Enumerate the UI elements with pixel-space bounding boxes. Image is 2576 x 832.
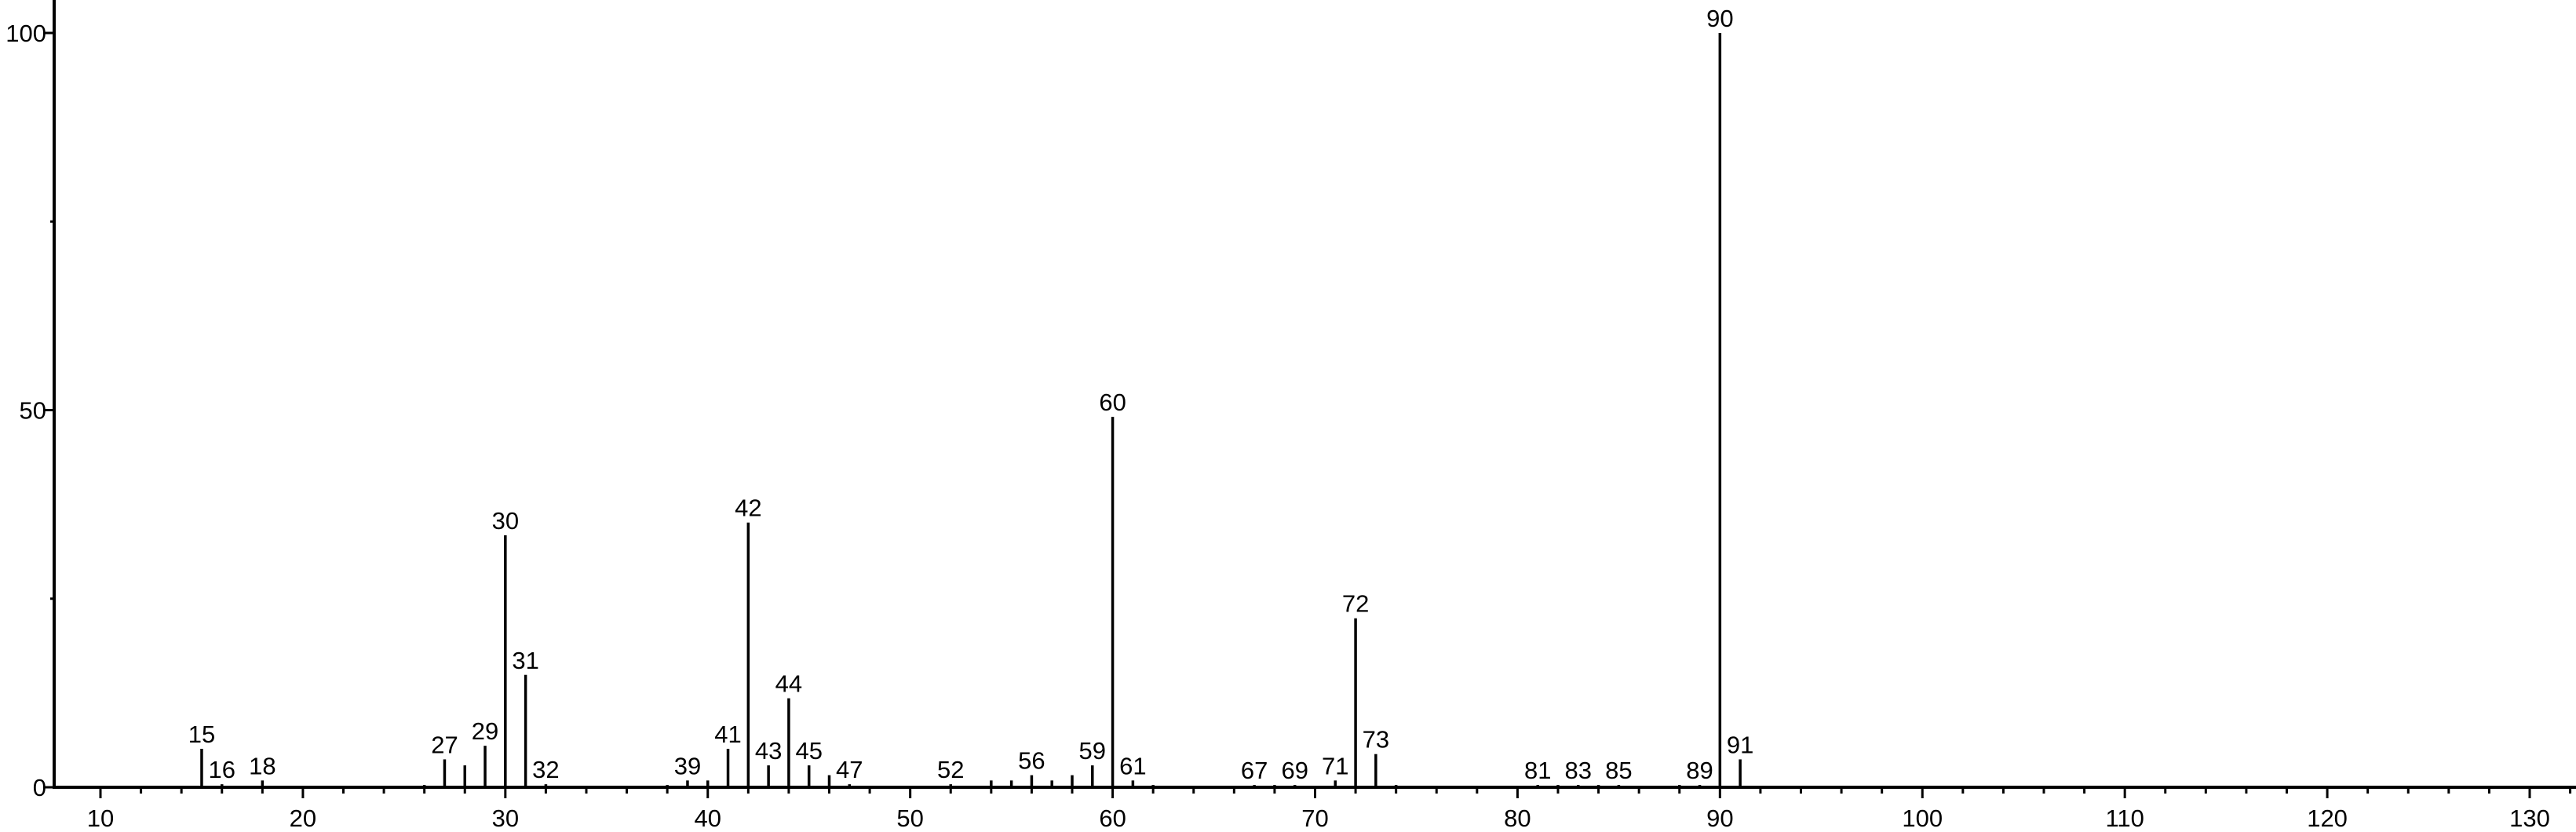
peak-label: 16: [209, 756, 235, 783]
x-tick-label: 10: [87, 805, 114, 832]
peak-label: 47: [836, 756, 863, 783]
peak-label: 61: [1119, 752, 1146, 779]
peaks: 15 16 18 27 29 30 31 32 39 41 42 43 44 45 47 52 56 59 60 61…: [188, 5, 1762, 787]
x-tick-label: 110: [2105, 805, 2144, 832]
x-tick-label: 20: [290, 805, 316, 832]
peak-label: 85: [1605, 757, 1632, 784]
axes: 0 50 100 10 20 30 40 50 60 70 80 90 100 110 120 130: [5, 0, 2576, 832]
x-tick-label: 130: [2509, 805, 2550, 832]
peak-label: 59: [1079, 737, 1106, 764]
peak-label: 71: [1322, 752, 1348, 779]
y-tick-label: 50: [20, 397, 46, 425]
peak-label: 43: [755, 737, 782, 764]
x-tick-label: 50: [896, 805, 923, 832]
x-tick-label: 40: [695, 805, 721, 832]
peak-label: 29: [472, 717, 498, 745]
x-tick-label: 80: [1504, 805, 1531, 832]
peak-label: 18: [249, 752, 275, 779]
peak-label: 67: [1241, 757, 1268, 784]
y-tick-label: 100: [5, 20, 46, 47]
peak-label: 32: [532, 756, 559, 783]
peak-label: 91: [1727, 731, 1753, 758]
peak-label: 69: [1281, 757, 1308, 784]
peak-label: 42: [735, 494, 761, 522]
x-tick-label: 90: [1706, 805, 1733, 832]
peak-label: 56: [1018, 747, 1045, 775]
peak-label: 81: [1524, 757, 1551, 784]
peak-label: 83: [1565, 757, 1592, 784]
peak-label: 41: [714, 721, 741, 748]
peak-label: 45: [795, 737, 822, 764]
peak-label: 60: [1099, 389, 1126, 416]
x-tick-label: 60: [1099, 805, 1126, 832]
peak-label: 44: [775, 670, 802, 698]
x-tick-label: 100: [1902, 805, 1943, 832]
peak-label: 27: [431, 731, 458, 758]
x-tick-label: 70: [1301, 805, 1328, 832]
peak-label: 30: [492, 507, 519, 535]
x-tick-label: 30: [492, 805, 519, 832]
peak-label: 89: [1686, 757, 1713, 784]
peak-label: 31: [512, 647, 538, 674]
peak-label: 39: [674, 752, 701, 779]
peak-label: 90: [1706, 5, 1733, 32]
peak-label: 73: [1363, 726, 1389, 754]
peak-label: 52: [937, 756, 964, 783]
peak-label: 72: [1342, 590, 1369, 618]
x-tick-label: 120: [2307, 805, 2348, 832]
peak-label: 15: [188, 721, 215, 748]
y-tick-label: 0: [33, 774, 46, 801]
